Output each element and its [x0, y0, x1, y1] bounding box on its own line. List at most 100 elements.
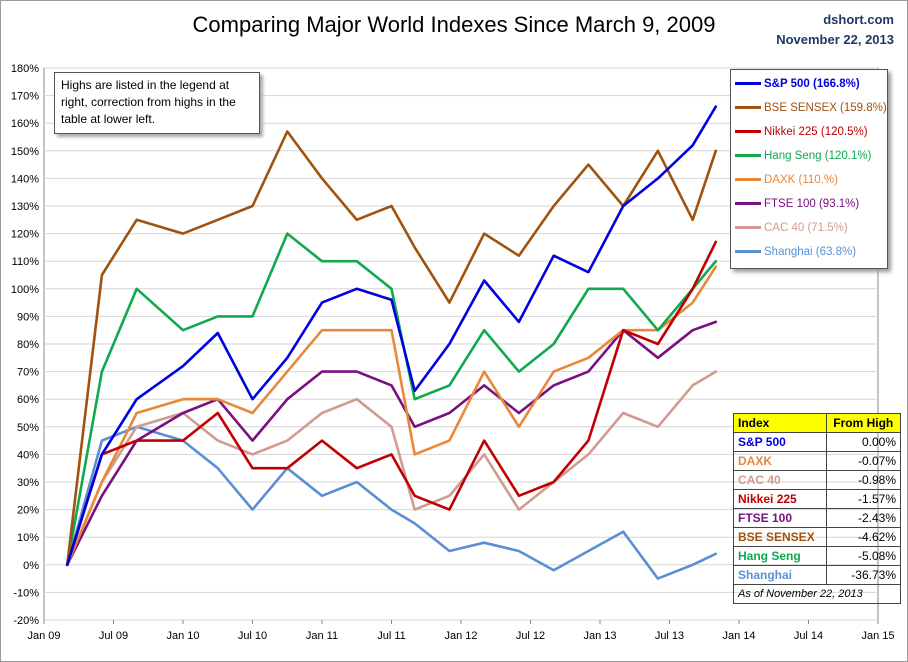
- y-tick-label: 70%: [17, 367, 39, 379]
- from-high-table: Index From High S&P 500 0.00% DAXK -0.07% CA…: [733, 413, 901, 604]
- series-line-bse-sensex: [65, 130, 718, 567]
- series-line-s-p-500: [65, 105, 718, 567]
- table-row: Shanghai -36.73%: [733, 565, 901, 585]
- series-line-shanghai: [65, 425, 718, 580]
- series-line-nikkei-225: [65, 240, 718, 567]
- legend-item: S&P 500 (166.8%): [735, 74, 887, 94]
- table-header-from-high: From High: [825, 413, 901, 433]
- y-tick-label: 180%: [11, 63, 39, 75]
- legend-swatch: [735, 202, 761, 206]
- y-tick-label: 50%: [17, 422, 39, 434]
- legend-swatch: [735, 250, 761, 254]
- y-tick-label: -20%: [13, 615, 39, 627]
- y-tick-label: -10%: [13, 587, 39, 599]
- x-tick-label: Jan 09: [27, 630, 60, 642]
- table-header-index: Index: [733, 413, 827, 433]
- table-cell-index: Nikkei 225: [733, 489, 827, 509]
- legend-swatch: [735, 154, 761, 158]
- legend-swatch: [735, 178, 761, 182]
- table-cell-from-high: -2.43%: [825, 508, 901, 528]
- y-tick-label: 90%: [17, 311, 39, 323]
- legend-swatch: [735, 226, 761, 230]
- table-cell-from-high: -5.08%: [825, 546, 901, 566]
- y-tick-label: 80%: [17, 339, 39, 351]
- y-tick-label: 100%: [11, 284, 39, 296]
- y-tick-label: 20%: [17, 505, 39, 517]
- series-line-cac-40: [65, 370, 718, 567]
- legend-label: Shanghai (63.8%): [764, 246, 857, 258]
- x-tick-label: Jul 09: [99, 630, 128, 642]
- table-cell-from-high: -36.73%: [825, 565, 901, 585]
- x-tick-label: Jul 14: [794, 630, 823, 642]
- legend-label: Hang Seng (120.1%): [764, 150, 872, 162]
- table-cell-from-high: -1.57%: [825, 489, 901, 509]
- x-tick-label: Jul 12: [516, 630, 545, 642]
- table-footer-row: As of November 22, 2013: [733, 584, 901, 604]
- table-cell-index: DAXK: [733, 451, 827, 471]
- y-tick-label: 0%: [23, 560, 39, 572]
- legend-item: DAXK (110.%): [735, 170, 887, 190]
- table-cell-index: Shanghai: [733, 565, 827, 585]
- legend-item: CAC 40 (71.5%): [735, 218, 887, 238]
- y-tick-label: 30%: [17, 477, 39, 489]
- table-row: CAC 40 -0.98%: [733, 470, 901, 490]
- table-row: BSE SENSEX -4.62%: [733, 527, 901, 547]
- legend-item: FTSE 100 (93.1%): [735, 194, 887, 214]
- legend-item: Shanghai (63.8%): [735, 242, 887, 262]
- x-tick-label: Jan 11: [306, 630, 338, 642]
- legend-item: BSE SENSEX (159.8%): [735, 98, 887, 118]
- x-tick-label: Jan 14: [722, 630, 755, 642]
- legend-swatch: [735, 130, 761, 134]
- legend-label: FTSE 100 (93.1%): [764, 198, 860, 210]
- y-tick-label: 40%: [17, 449, 39, 461]
- x-tick-label: Jul 10: [238, 630, 267, 642]
- table-cell-from-high: -0.07%: [825, 451, 901, 471]
- x-tick-label: Jan 12: [444, 630, 477, 642]
- table-cell-index: FTSE 100: [733, 508, 827, 528]
- source-date: November 22, 2013: [776, 32, 894, 47]
- legend-swatch: [735, 106, 761, 110]
- table-cell-from-high: -0.98%: [825, 470, 901, 490]
- x-tick-label: Jan 10: [166, 630, 199, 642]
- y-tick-label: 160%: [11, 118, 39, 130]
- y-tick-label: 110%: [12, 256, 40, 268]
- table-row: Hang Seng -5.08%: [733, 546, 901, 566]
- legend-label: CAC 40 (71.5%): [764, 222, 848, 234]
- table-cell-from-high: -4.62%: [825, 527, 901, 547]
- x-tick-label: Jan 13: [583, 630, 616, 642]
- legend-item: Hang Seng (120.1%): [735, 146, 887, 166]
- y-tick-label: 150%: [11, 146, 39, 158]
- table-row: DAXK -0.07%: [733, 451, 901, 471]
- table-row: FTSE 100 -2.43%: [733, 508, 901, 528]
- table-header-row: Index From High: [733, 413, 901, 433]
- legend-label: DAXK (110.%): [764, 174, 838, 186]
- y-tick-label: 120%: [11, 229, 39, 241]
- x-tick-label: Jul 11: [377, 630, 406, 642]
- x-tick-label: Jul 13: [655, 630, 684, 642]
- table-cell-index: Hang Seng: [733, 546, 827, 566]
- x-tick-label: Jan 15: [861, 630, 894, 642]
- table-cell-from-high: 0.00%: [825, 432, 901, 452]
- y-tick-label: 130%: [11, 201, 39, 213]
- source-block: dshort.com November 22, 2013: [776, 10, 894, 50]
- legend-item: Nikkei 225 (120.5%): [735, 122, 887, 142]
- table-footer: As of November 22, 2013: [733, 584, 901, 604]
- y-tick-label: 140%: [11, 173, 39, 185]
- source-site: dshort.com: [823, 12, 894, 27]
- table-cell-index: BSE SENSEX: [733, 527, 827, 547]
- y-tick-label: 170%: [11, 91, 39, 103]
- table-cell-index: CAC 40: [733, 470, 827, 490]
- legend-label: S&P 500 (166.8%): [764, 78, 860, 90]
- chart-note: Highs are listed in the legend at right,…: [54, 72, 260, 134]
- legend-swatch: [735, 82, 761, 86]
- legend-label: Nikkei 225 (120.5%): [764, 126, 868, 138]
- series-line-ftse-100: [65, 320, 718, 567]
- table-cell-index: S&P 500: [733, 432, 827, 452]
- chart-title: Comparing Major World Indexes Since Marc…: [192, 12, 716, 37]
- table-row: Nikkei 225 -1.57%: [733, 489, 901, 509]
- y-tick-label: 60%: [17, 394, 39, 406]
- series-line-daxk: [65, 265, 718, 567]
- y-tick-label: 10%: [17, 532, 39, 544]
- table-row: S&P 500 0.00%: [733, 432, 901, 452]
- legend: S&P 500 (166.8%) BSE SENSEX (159.8%) Nikke…: [730, 69, 888, 269]
